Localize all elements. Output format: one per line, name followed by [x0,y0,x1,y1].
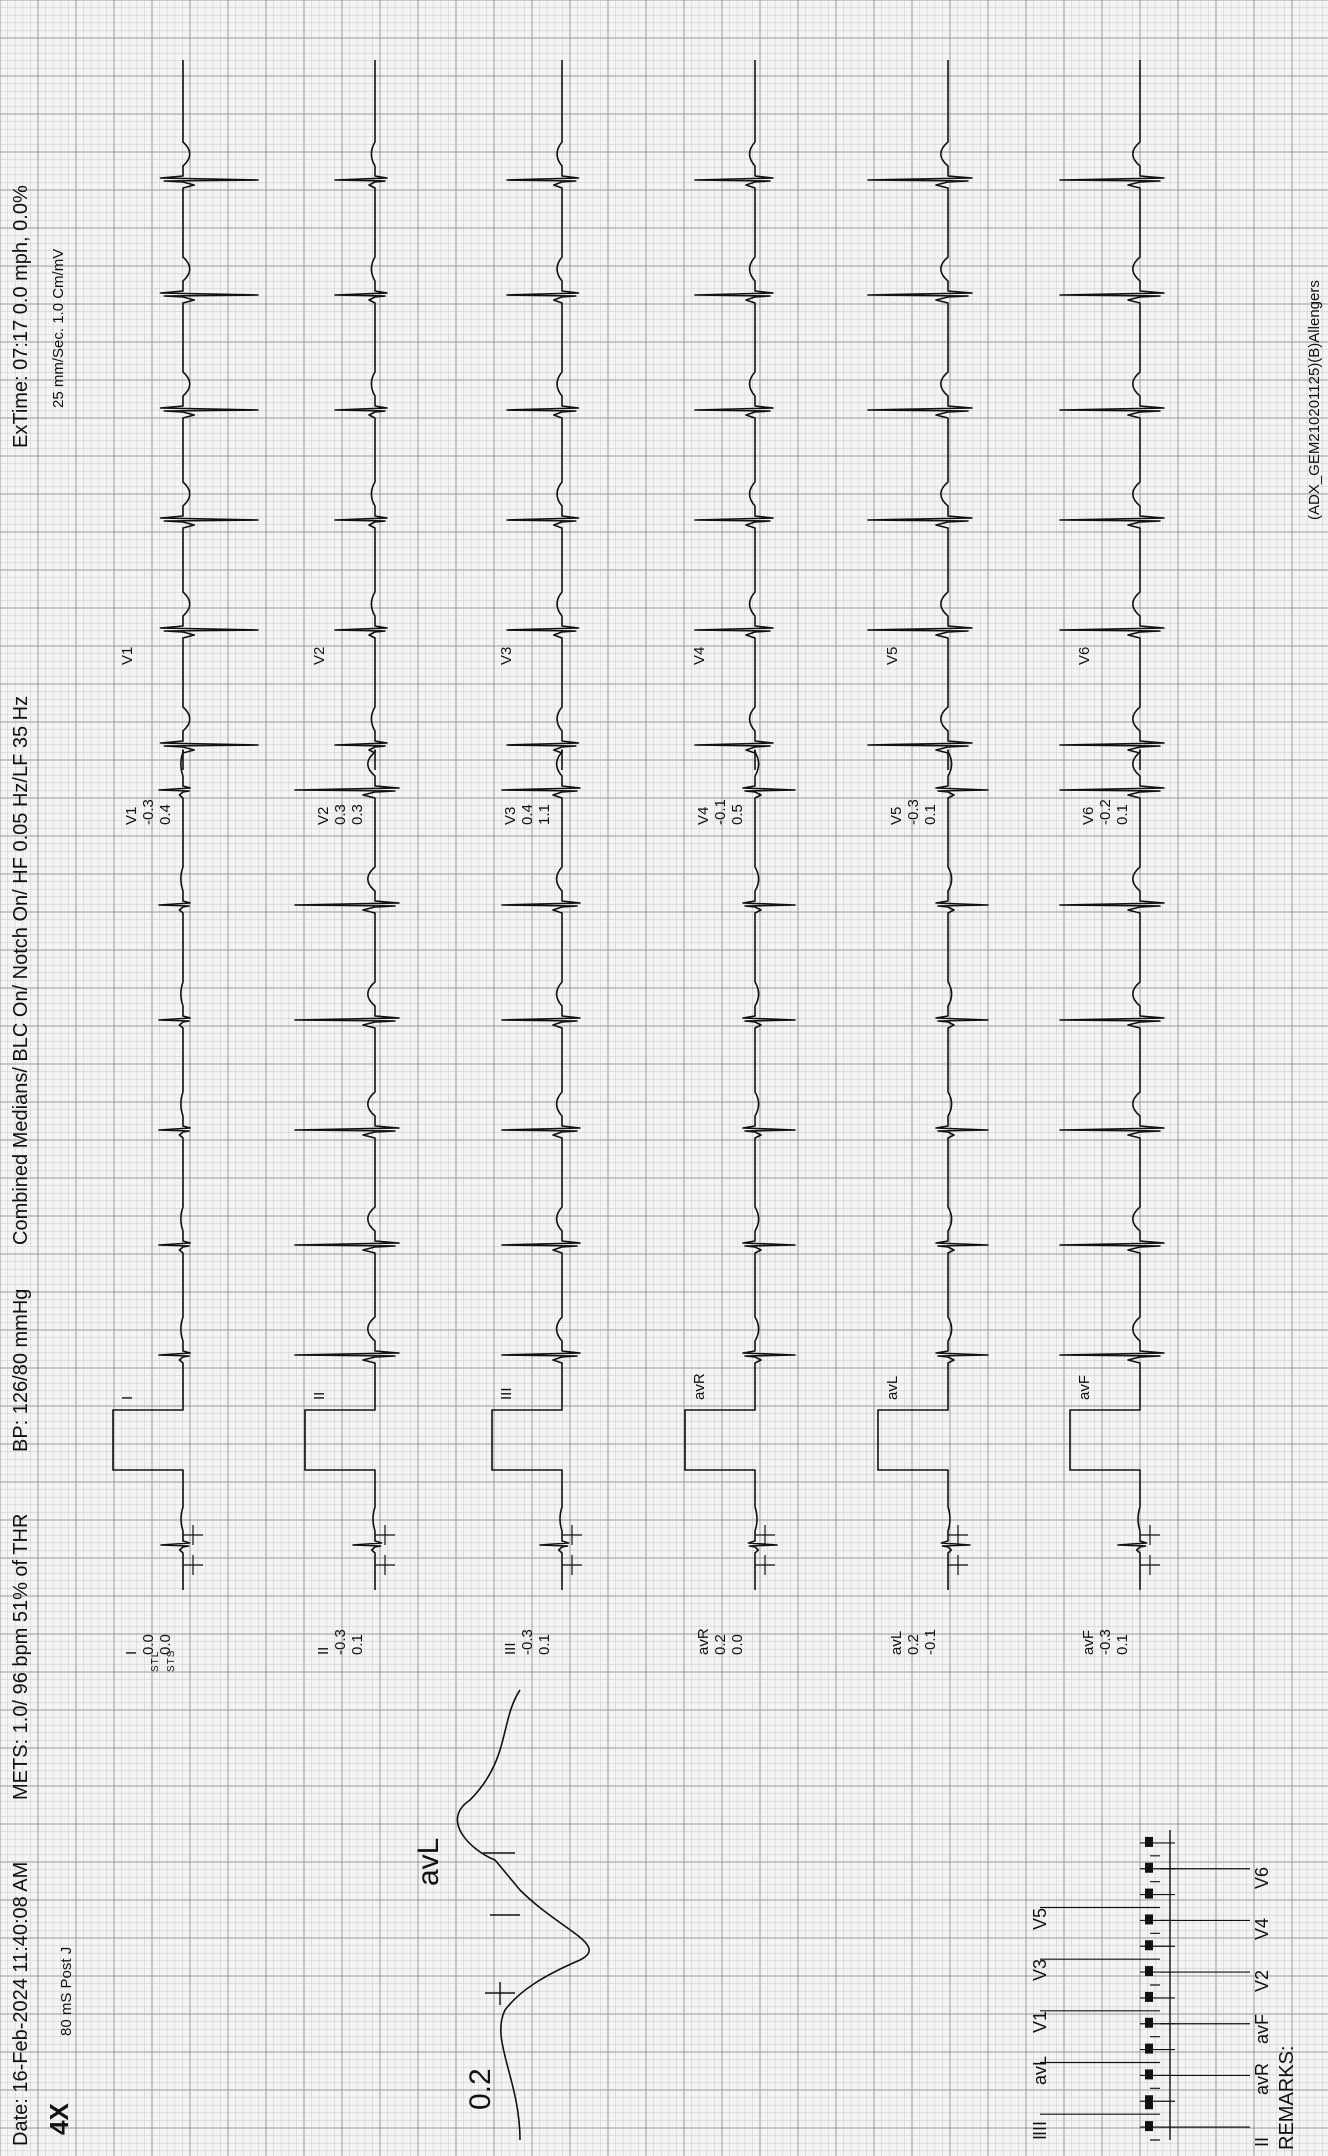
magnified-avl-markers [483,1852,520,2005]
lead-label-avr: avR [691,1373,708,1400]
marker-avf [1140,1525,1160,1575]
bar-label-i: I [1030,2134,1050,2140]
st-values-v1: V1 -0.3 0.4 [123,799,174,825]
lead-label-v6: V6 [1076,646,1093,665]
level-bar-marker [1145,1862,1153,1873]
marker-ii [375,1525,395,1575]
header-date: Date: 16-Feb-2024 11:40:08 AM [10,1861,32,2146]
header-mets: METS: 1.0/ 96 bpm 51% of THR [10,1513,32,1800]
trace-v6 [1059,60,1165,770]
trace-v1 [159,60,259,770]
trace-v2 [334,60,388,770]
sts-label: STS [166,1649,177,1672]
st-values-iii: III -0.3 0.1 [502,1629,553,1655]
level-bar-marker [1145,2121,1153,2132]
remarks-label: REMARKS: [1276,2045,1298,2150]
marker-iii [562,1525,582,1575]
header-speed-gain: 25 mm/Sec. 1.0 Cm/mV [50,248,67,408]
bar-label-v1: V1 [1030,2010,1050,2033]
bar-label-avl: avL [1030,2055,1050,2085]
level-bar-marker [1145,1914,1153,1925]
st-values-v3: V3 0.4 1.1 [502,804,553,825]
level-bar-marker [1145,1836,1153,1847]
bar-label-v4: V4 [1252,1918,1272,1941]
level-bar-marker [1145,1966,1153,1977]
header-filter-settings: Combined Medians/ BLC On/ Notch On/ HF 0… [10,695,32,1245]
stl-label: STL [150,1650,161,1672]
level-bar-marker [1145,2069,1153,2080]
trace-iii [491,750,581,1590]
level-bar-marker [1145,2017,1153,2028]
header-extime: ExTime: 07:17 0.0 mph, 0.0% [10,185,32,448]
bar-label-avf: avF [1252,2013,1272,2044]
st-values-avl: avL 0.2 -0.1 [888,1629,939,1655]
magnified-avl-trace [456,1689,590,2141]
trace-avl [877,750,989,1590]
lead-label-i: I [119,1395,136,1400]
lead-label-v4: V4 [691,646,708,665]
level-bar-marker [1145,1888,1153,1899]
bar-label-v5: V5 [1030,1907,1050,1930]
lead-label-iii: III [498,1387,515,1400]
trace-ii [294,750,400,1590]
lead-label-v1: V1 [119,646,136,665]
st-values-avf: avF -0.3 0.1 [1080,1629,1131,1655]
magnified-lead-name: avL [412,1837,445,1886]
lead-label-v5: V5 [884,646,901,665]
st-values-v2: V2 0.3 0.3 [315,804,366,825]
ecg-traces [112,60,1250,2141]
bar-label-avr: avR [1252,2063,1272,2096]
level-bars-ticks [1140,1842,1175,2141]
trace-v5 [867,60,973,770]
marker-i [183,1525,203,1575]
magnified-lead-value: 0.2 [464,2068,497,2110]
lead-label-v2: V2 [311,646,328,665]
level-bar-marker [1145,1991,1153,2002]
bar-label-v6: V6 [1252,1866,1272,1889]
bar-label-v3: V3 [1030,1959,1050,1982]
footer-device-code: (ADX_GEM210201125)(B)Allengers [1306,280,1323,520]
lead-label-avl: avL [884,1375,901,1400]
lead-label-ii: II [311,1391,328,1400]
lead-label-v3: V3 [498,646,515,665]
trace-v4 [694,60,774,770]
st-values-v4: V4 -0.1 0.5 [695,799,746,825]
level-bar-marker [1145,2095,1153,2110]
bar-label-ii: II [1252,2137,1272,2148]
bar-label-v2: V2 [1252,1970,1272,1993]
bar-label-iii: III [1030,2121,1050,2137]
st-values-ii: II -0.3 0.1 [315,1629,366,1655]
level-bar-marker [1145,1940,1153,1951]
trace-avr [684,750,796,1590]
marker-avr [755,1525,775,1575]
magnification-label: 4X [44,2103,74,2135]
level-bar-marker [1145,2043,1153,2054]
trace-avf [1059,750,1165,1590]
st-values-v5: V5 -0.3 0.1 [888,799,939,825]
st-values-avr: avR 0.2 0.0 [695,1628,746,1655]
lead-label-avf: avF [1076,1374,1093,1400]
trace-v3 [506,60,580,770]
header-bp: BP: 126/80 mmHg [10,1288,32,1452]
st-values-v6: V6 -0.2 0.1 [1080,799,1131,825]
post-j-label: 80 mS Post J [58,1946,75,2036]
trace-i [112,750,191,1590]
marker-avl [948,1525,968,1575]
